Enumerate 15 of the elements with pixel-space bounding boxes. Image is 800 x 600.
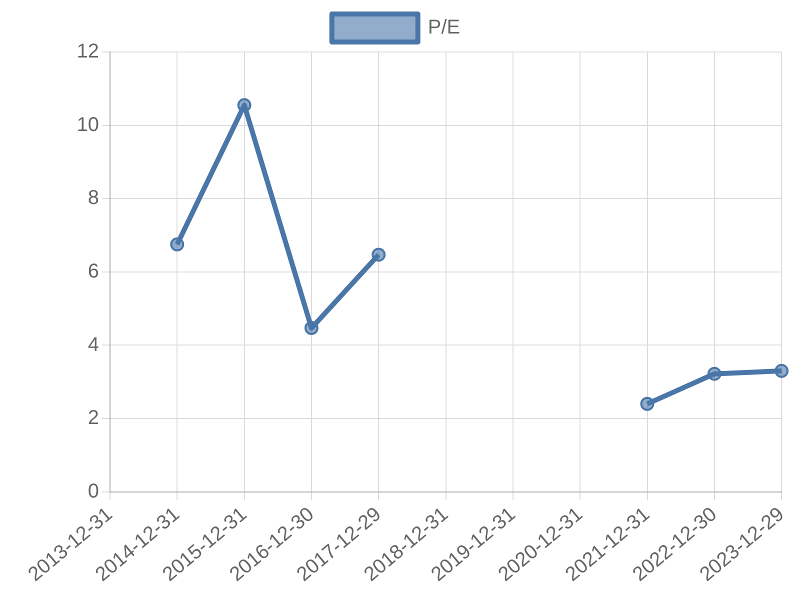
point <box>707 366 722 381</box>
point <box>237 98 252 112</box>
point <box>170 237 184 252</box>
y-tick-label: 0 <box>88 480 99 502</box>
y-tick-label: 4 <box>88 334 99 356</box>
y-tick-label: 2 <box>88 407 99 430</box>
y-tick-label: 10 <box>76 114 99 136</box>
point <box>372 248 386 262</box>
point <box>774 364 789 378</box>
y-tick-label: 8 <box>88 187 99 210</box>
point <box>304 321 318 336</box>
y-tick-label: 12 <box>76 40 99 63</box>
point <box>640 396 654 411</box>
y-tick-label: 6 <box>88 260 99 282</box>
legend-label: P/E <box>428 16 460 39</box>
